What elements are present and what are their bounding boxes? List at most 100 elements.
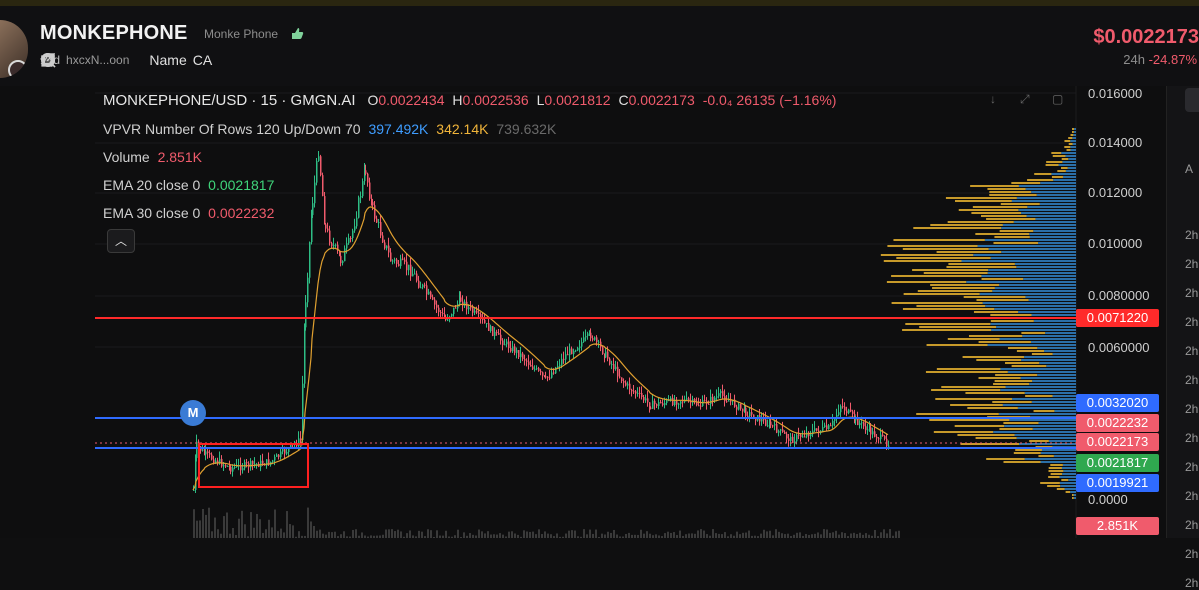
- volume-bar: [340, 534, 342, 538]
- vp-down-row: [965, 392, 1025, 394]
- vp-down-row: [1048, 470, 1064, 472]
- candle-body: [668, 400, 670, 402]
- search-ca-label[interactable]: CA: [192, 52, 213, 68]
- volume-bar: [193, 509, 195, 538]
- legend-ema20[interactable]: EMA 20 close 0 0.0021817: [103, 177, 274, 193]
- candle-body: [422, 284, 424, 288]
- blue-upper-tag: 0.0032020: [1076, 394, 1159, 412]
- volume-bar: [487, 531, 489, 538]
- candle-body: [394, 259, 396, 261]
- vp-up-row: [1038, 242, 1076, 244]
- crown-icon[interactable]: [40, 52, 56, 68]
- candle-body: [587, 333, 589, 337]
- migration-marker[interactable]: M: [180, 400, 206, 426]
- vp-down-row: [880, 254, 974, 256]
- vp-down-row: [1016, 350, 1045, 352]
- panel-row-time: 2h: [1185, 315, 1199, 329]
- candle-body: [882, 434, 884, 437]
- panel-toggle-button[interactable]: [1185, 88, 1199, 112]
- candle-body: [846, 410, 848, 414]
- candle-body: [772, 425, 774, 427]
- vp-down-row: [1057, 170, 1066, 172]
- vp-down-row: [917, 290, 993, 292]
- candle-body: [432, 297, 434, 300]
- token-avatar[interactable]: [0, 20, 28, 78]
- candle-body: [592, 338, 594, 340]
- vp-down-row: [1065, 491, 1071, 493]
- search-name-label[interactable]: Name: [149, 52, 187, 68]
- vp-up-row: [1044, 350, 1076, 352]
- candle-body: [530, 365, 532, 367]
- fullscreen-icon[interactable]: ⤢: [1020, 92, 1030, 106]
- volume-bar: [820, 534, 822, 538]
- accumulation-box[interactable]: [198, 443, 309, 488]
- vp-up-row: [1017, 407, 1076, 409]
- candle-body: [307, 277, 309, 303]
- candle-body: [744, 407, 746, 412]
- vp-up-row: [987, 344, 1076, 346]
- volume-bar: [538, 529, 540, 538]
- candle-body: [710, 396, 712, 405]
- candle-body: [544, 375, 546, 377]
- candle-body: [386, 245, 388, 249]
- vp-down-row: [987, 188, 1026, 190]
- vp-down-row: [981, 215, 1027, 217]
- volume-bar: [502, 534, 504, 538]
- candle-body: [217, 460, 219, 464]
- candle-body: [209, 453, 211, 455]
- volume-bar: [310, 521, 312, 538]
- legend-vpvr[interactable]: VPVR Number Of Rows 120 Up/Down 70 397.4…: [103, 121, 556, 137]
- candle-body: [445, 318, 447, 320]
- vp-down-row: [946, 266, 1017, 268]
- download-icon[interactable]: ↓: [990, 92, 996, 106]
- vp-down-row: [994, 236, 1030, 238]
- candle-body: [656, 404, 658, 407]
- candle-body: [309, 242, 311, 278]
- vp-up-row: [994, 308, 1076, 310]
- volume-bar: [802, 535, 804, 538]
- vp-up-row: [1002, 404, 1076, 406]
- volume-tag: 2.851K: [1076, 517, 1159, 535]
- candle-body: [884, 436, 886, 439]
- vp-up-row: [973, 254, 1076, 256]
- candle-body: [676, 400, 678, 405]
- vp-down-row: [990, 320, 1034, 322]
- blue-lower-tag: 0.0019921: [1076, 474, 1159, 492]
- vp-down-row: [1021, 332, 1046, 334]
- vp-up-row: [1001, 227, 1076, 229]
- vp-up-row: [1029, 236, 1076, 238]
- volume-bar: [562, 536, 564, 538]
- vp-up-row: [1038, 422, 1076, 424]
- candle-body: [318, 156, 320, 161]
- legend-volume[interactable]: Volume 2.851K: [103, 149, 202, 165]
- chart-canvas[interactable]: [0, 86, 1166, 538]
- price-chart[interactable]: MONKEPHONE/USD · 15 · GMGN.AI O0.0022434…: [0, 86, 1166, 538]
- legend-ema30[interactable]: EMA 30 close 0 0.0022232: [103, 205, 274, 221]
- token-address[interactable]: hxcxN...oon: [66, 53, 130, 67]
- vpvr-label: VPVR Number Of Rows 120 Up/Down 70: [103, 121, 361, 137]
- vp-down-row: [958, 209, 1019, 211]
- vp-down-row: [913, 227, 1002, 229]
- candle-body: [464, 301, 466, 306]
- vp-up-row: [1070, 146, 1076, 148]
- vp-down-row: [1056, 488, 1065, 490]
- candle-body: [536, 368, 538, 370]
- vp-up-row: [1024, 392, 1076, 394]
- volume-bar: [445, 530, 447, 538]
- vp-down-row: [1050, 473, 1063, 475]
- volume-bar: [295, 536, 297, 538]
- candle-body: [696, 401, 698, 406]
- candle-body: [346, 243, 348, 249]
- vp-down-row: [963, 296, 1026, 298]
- volume-bar: [688, 533, 690, 538]
- chart-grid: [95, 92, 1076, 348]
- candle-body: [621, 377, 623, 382]
- candle-body: [459, 297, 461, 304]
- vp-down-row: [993, 242, 1039, 244]
- vp-down-row: [978, 341, 1031, 343]
- screenshot-icon[interactable]: ▢: [1052, 92, 1064, 106]
- collapse-legend-button[interactable]: ︿: [107, 229, 135, 253]
- volume-bar: [844, 533, 846, 538]
- volume-bar: [457, 529, 459, 538]
- volume-bar: [733, 535, 735, 538]
